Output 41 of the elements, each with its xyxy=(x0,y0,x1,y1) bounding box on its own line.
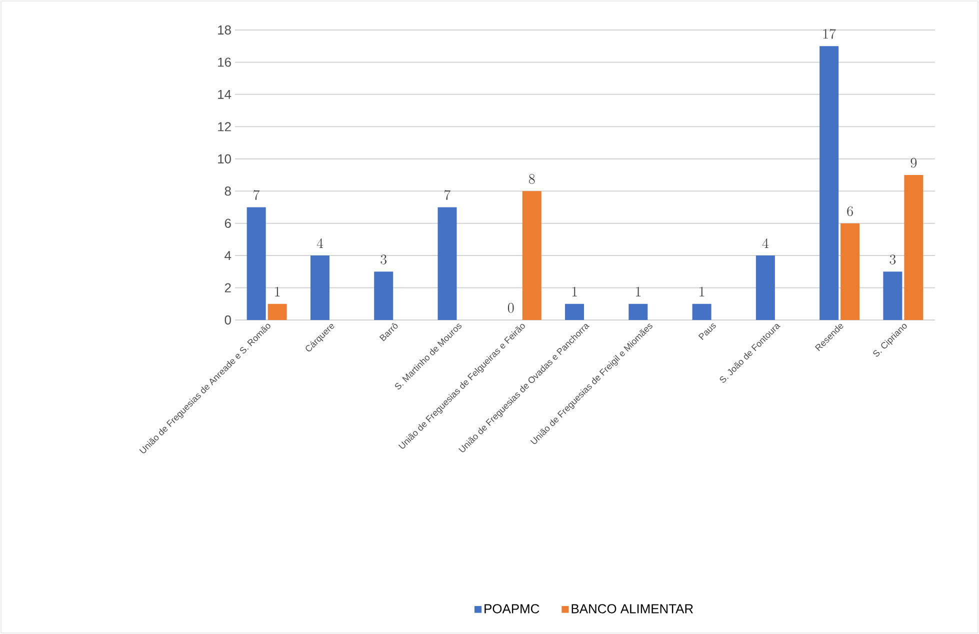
bar xyxy=(438,207,457,320)
bar xyxy=(904,174,924,320)
bar xyxy=(374,272,394,320)
data-label: 4 xyxy=(316,238,324,248)
legend-label: BANCO ALIMENTAR xyxy=(572,604,693,614)
y-tick-label: 10 xyxy=(218,154,231,164)
y-tick-label: 18 xyxy=(218,25,231,35)
bar xyxy=(756,256,775,320)
y-tick-label: 6 xyxy=(224,218,231,228)
bar xyxy=(628,304,648,320)
data-label: 1 xyxy=(700,286,704,296)
data-label: 17 xyxy=(823,28,836,39)
y-tick-label: 16 xyxy=(218,58,231,67)
data-label: 8 xyxy=(528,174,535,184)
bar xyxy=(692,304,712,320)
bar xyxy=(268,304,287,320)
bar xyxy=(820,46,839,320)
y-tick-label: 8 xyxy=(224,186,231,196)
data-label: 3 xyxy=(890,254,896,264)
data-label: 4 xyxy=(762,238,769,248)
data-label: 1 xyxy=(572,286,577,296)
bar xyxy=(522,191,542,320)
bar xyxy=(883,272,902,320)
data-label: 7 xyxy=(444,190,451,200)
data-label: 6 xyxy=(847,206,853,216)
y-tick-label: 12 xyxy=(218,122,231,132)
y-tick-label: 4 xyxy=(224,251,232,260)
data-label: 1 xyxy=(636,286,641,296)
legend-label: POAPMC xyxy=(484,604,540,614)
bar xyxy=(840,223,860,320)
data-label: 7 xyxy=(254,190,260,200)
y-tick-label: 0 xyxy=(224,315,231,325)
data-label: 1 xyxy=(275,286,280,296)
bar xyxy=(565,304,584,320)
data-label: 9 xyxy=(910,158,917,168)
y-tick-label: 14 xyxy=(218,90,232,99)
bar xyxy=(246,207,266,320)
bar xyxy=(310,256,330,320)
data-label: 0 xyxy=(508,302,514,313)
y-tick-label: 2 xyxy=(224,283,231,292)
data-label: 3 xyxy=(380,254,387,264)
